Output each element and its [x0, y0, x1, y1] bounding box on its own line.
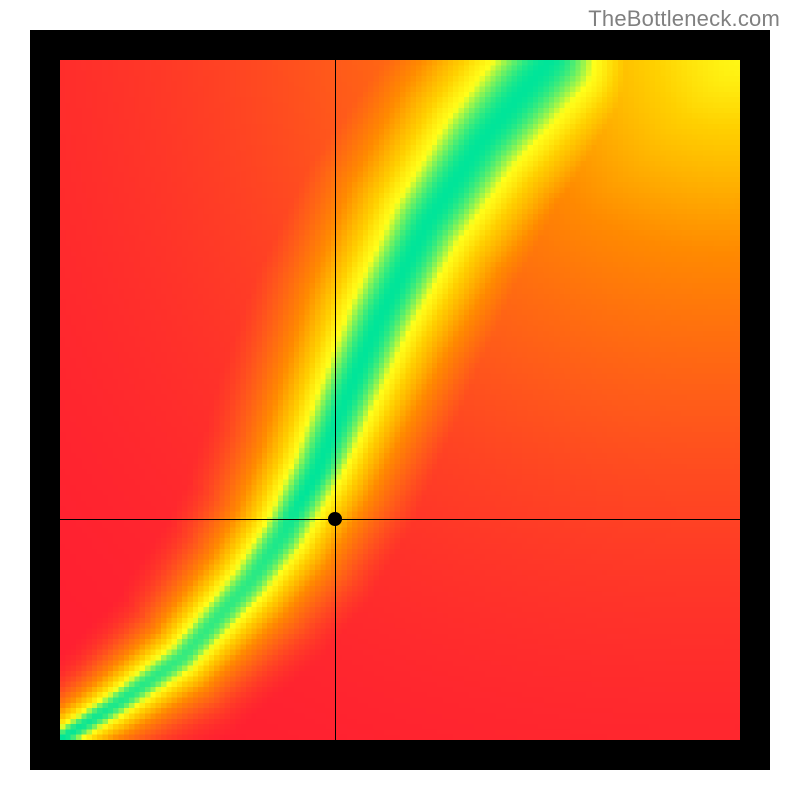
plot-frame: [30, 30, 770, 770]
watermark-label: TheBottleneck.com: [588, 6, 780, 32]
bottleneck-heatmap: [60, 60, 740, 740]
stage: TheBottleneck.com: [0, 0, 800, 800]
crosshair-marker-dot: [328, 512, 342, 526]
crosshair-horizontal: [60, 519, 740, 520]
crosshair-vertical: [335, 60, 336, 740]
